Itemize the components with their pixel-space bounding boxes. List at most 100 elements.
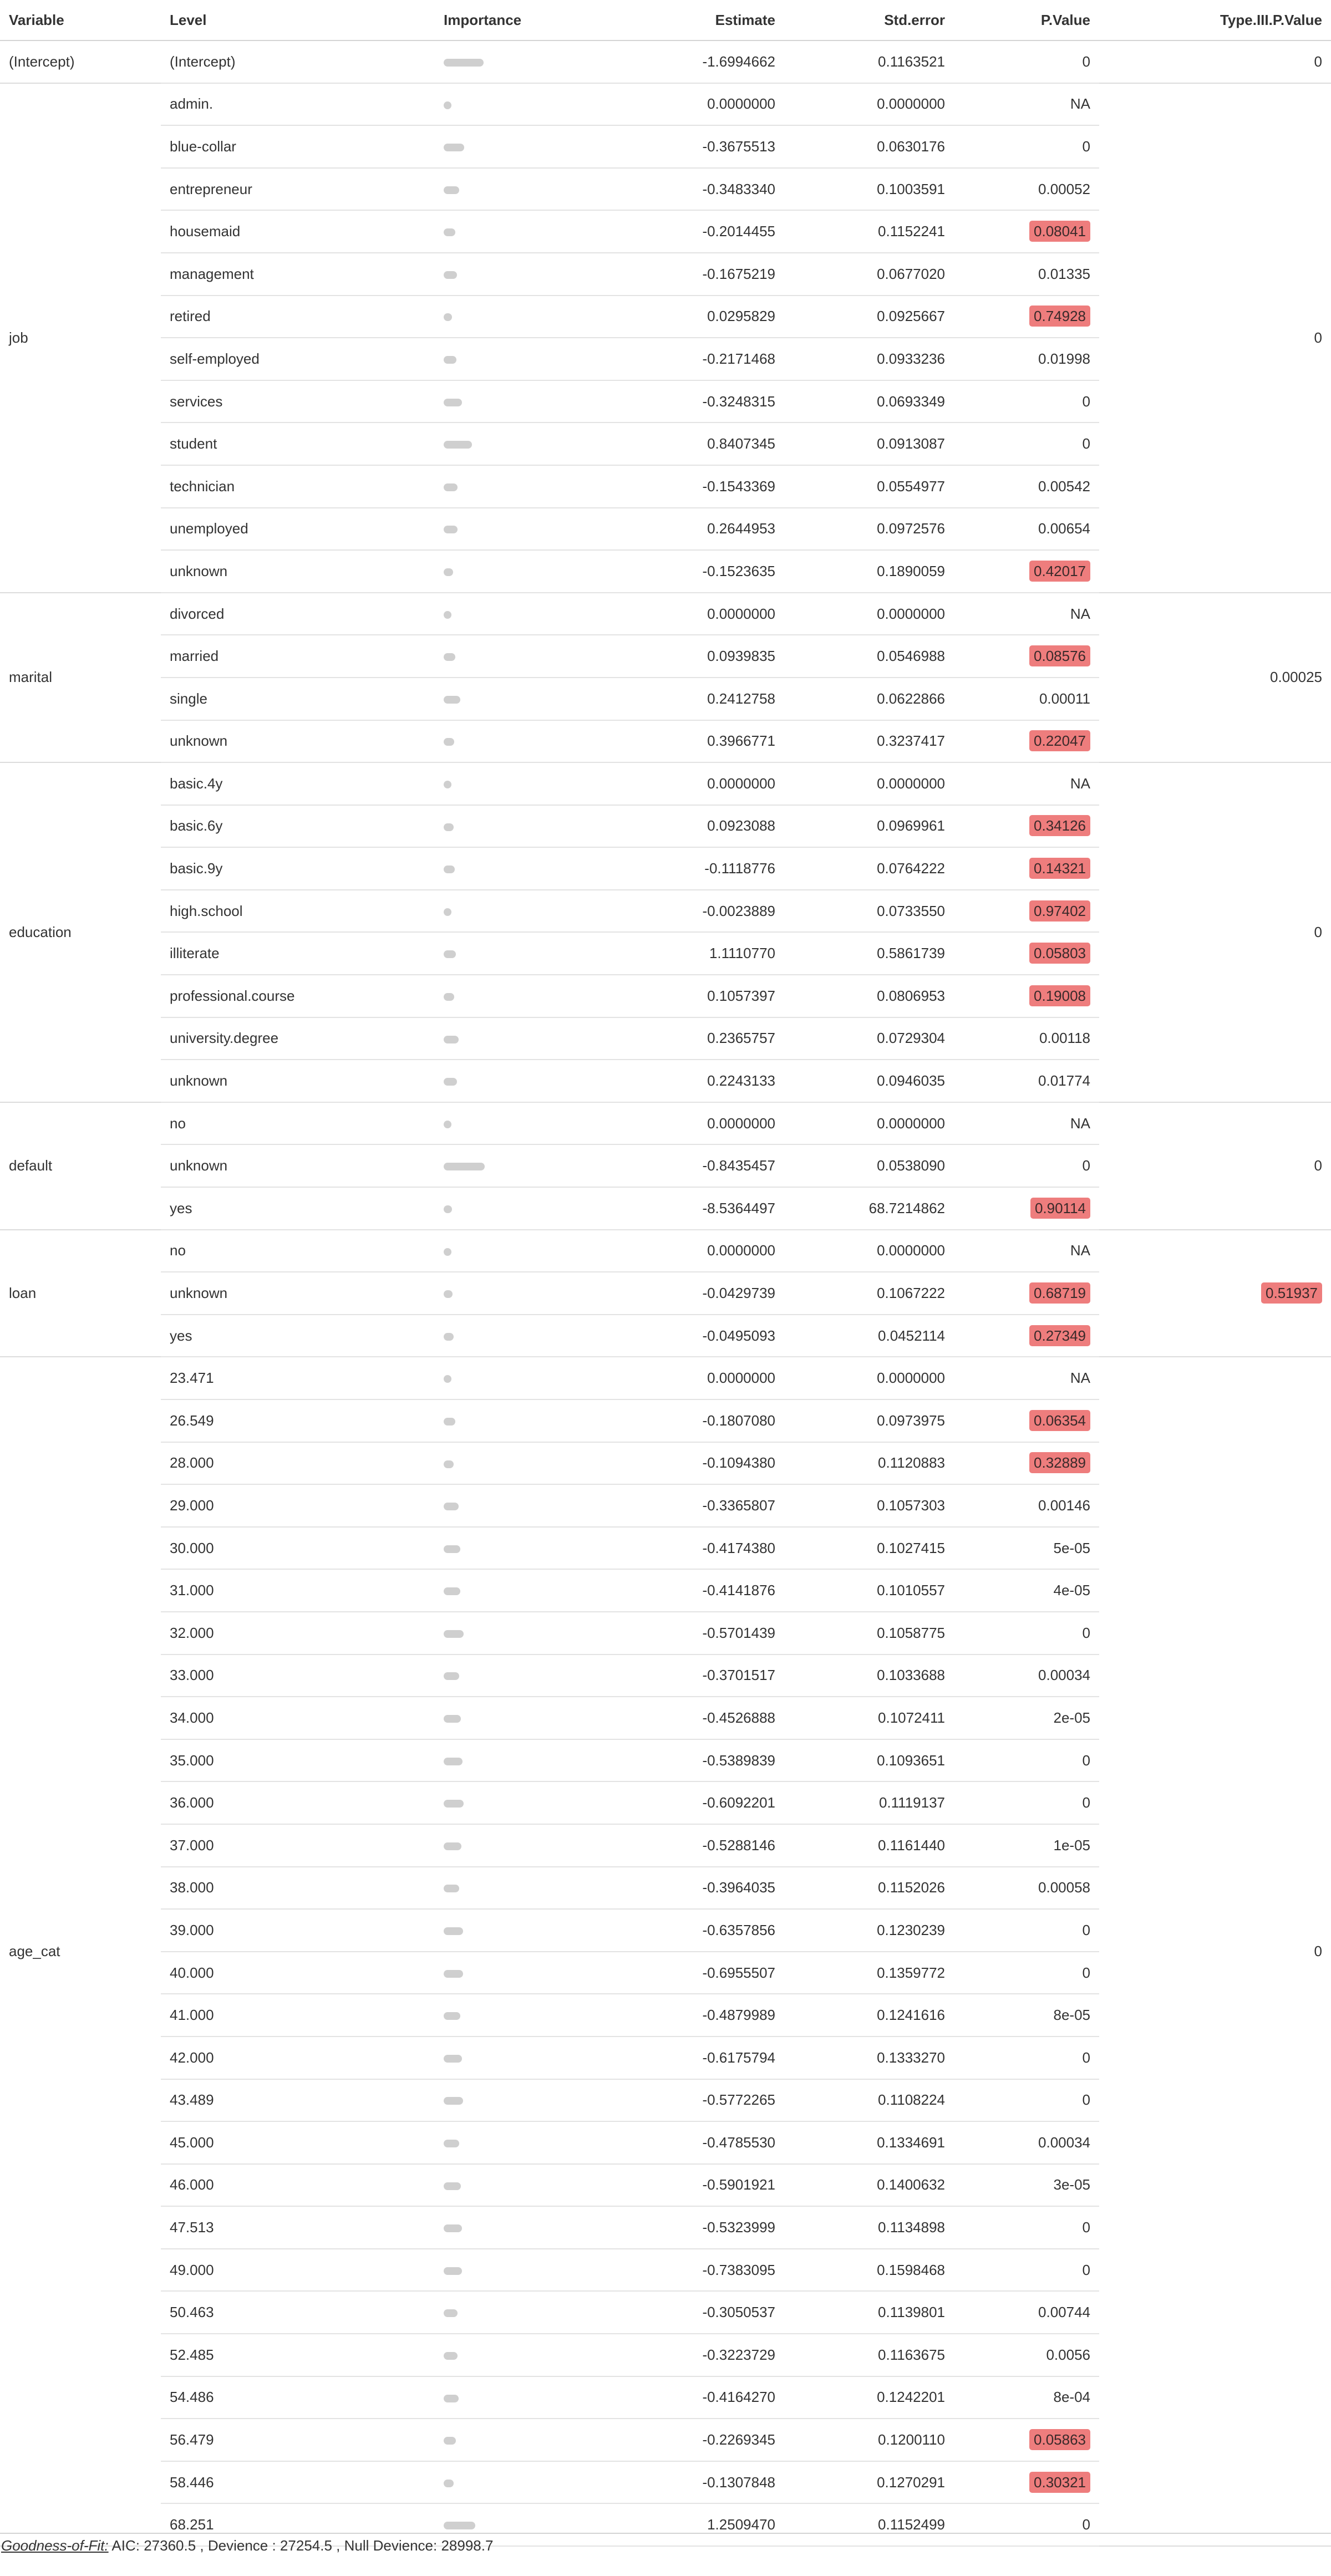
estimate-cell: -0.5701439: [618, 1611, 784, 1655]
level-cell: 52.485: [161, 2334, 435, 2377]
p-value-cell: 0: [954, 380, 1099, 424]
estimate-cell: -0.4174380: [618, 1526, 784, 1570]
estimate-cell: -0.2269345: [618, 2419, 784, 2462]
std-error-cell: 0.1242201: [784, 2376, 954, 2420]
table-row: professional.course 0.1057397 0.0806953 0.1…: [0, 975, 1331, 1018]
level-cell: no: [161, 1102, 435, 1146]
importance-bar: [444, 2437, 456, 2445]
table-row: 35.000 -0.5389839 0.1093651 0: [0, 1739, 1331, 1783]
importance-bar: [444, 313, 453, 322]
goodness-of-fit-label: Goodness-of-Fit:: [1, 2537, 109, 2554]
p-value: 0.42017: [1029, 560, 1090, 582]
importance-cell: [435, 1484, 618, 1528]
p-value: 0: [1082, 2261, 1090, 2278]
importance-cell: [435, 1102, 618, 1146]
importance-cell: [435, 1781, 618, 1825]
std-error-cell: 0.1359772: [784, 1951, 954, 1995]
p-value-cell: NA: [954, 1229, 1099, 1273]
p-value-cell: 0: [954, 1144, 1099, 1188]
p-value: 0: [1082, 2091, 1090, 2109]
p-value: 5e-05: [1053, 1539, 1091, 1556]
type3-p-value: 0: [1314, 1157, 1322, 1174]
column-header-importance[interactable]: Importance: [435, 0, 618, 41]
table-row: married 0.0939835 0.0546988 0.08576: [0, 635, 1331, 678]
p-value-cell: 0.22047: [954, 720, 1099, 763]
p-value: 0: [1082, 138, 1090, 155]
importance-bar: [444, 1120, 451, 1128]
std-error-cell: 0.0969961: [784, 805, 954, 848]
type3-p-value-cell: 0: [1099, 83, 1331, 593]
std-error-cell: 0.1400632: [784, 2163, 954, 2207]
type3-p-value: 0: [1314, 53, 1322, 70]
std-error-cell: 0.1598468: [784, 2248, 954, 2292]
level-cell: illiterate: [161, 932, 435, 976]
importance-cell: [435, 592, 618, 636]
p-value: 0.00034: [1038, 2134, 1090, 2151]
std-error-cell: 0.0622866: [784, 677, 954, 721]
std-error-cell: 0.0729304: [784, 1017, 954, 1061]
level-cell: admin.: [161, 83, 435, 126]
p-value-cell: 0.06354: [954, 1399, 1099, 1443]
p-value-cell: 0.01998: [954, 338, 1099, 381]
std-error-cell: 0.1010557: [784, 1569, 954, 1612]
estimate-cell: 0.2243133: [618, 1060, 784, 1103]
table-row: 68.251 1.2509470 0.1152499 0: [0, 2503, 1331, 2547]
p-value: 0.68719: [1029, 1282, 1090, 1304]
std-error-cell: 0.1161440: [784, 1824, 954, 1867]
estimate-cell: -0.6955507: [618, 1951, 784, 1995]
column-header-p-value[interactable]: P.Value: [954, 0, 1099, 41]
p-value: 0.00654: [1038, 520, 1090, 537]
column-header-type3-p-value[interactable]: Type.III.P.Value: [1099, 0, 1331, 41]
table-row: unknown -0.0429739 0.1067222 0.68719: [0, 1272, 1331, 1315]
std-error-cell: 0.0630176: [784, 125, 954, 169]
table-row: housemaid -0.2014455 0.1152241 0.08041: [0, 210, 1331, 253]
importance-cell: [435, 1526, 618, 1570]
p-value-cell: 0.00011: [954, 677, 1099, 721]
level-cell: 33.000: [161, 1654, 435, 1698]
table-row: blue-collar -0.3675513 0.0630176 0: [0, 125, 1331, 169]
table-row: 26.549 -0.1807080 0.0973975 0.06354: [0, 1399, 1331, 1443]
importance-bar: [444, 186, 459, 194]
column-header-variable[interactable]: Variable: [0, 0, 161, 41]
p-value-cell: 0.00058: [954, 1866, 1099, 1910]
estimate-cell: 0.1057397: [618, 975, 784, 1018]
level-cell: student: [161, 422, 435, 466]
importance-cell: [435, 83, 618, 126]
estimate-cell: 0.2412758: [618, 677, 784, 721]
estimate-cell: 0.0000000: [618, 1229, 784, 1273]
p-value: 0.90114: [1030, 1197, 1090, 1219]
importance-cell: [435, 2036, 618, 2080]
table-row: yes -8.5364497 68.7214862 0.90114: [0, 1187, 1331, 1230]
level-cell: blue-collar: [161, 125, 435, 169]
importance-bar: [444, 823, 454, 831]
column-header-level[interactable]: Level: [161, 0, 435, 41]
table-row: loan no 0.0000000 0.0000000 NA 0.51937: [0, 1229, 1331, 1358]
importance-bar: [444, 356, 457, 364]
p-value-cell: 0.0056: [954, 2334, 1099, 2377]
table-row: basic.9y -0.1118776 0.0764222 0.14321: [0, 847, 1331, 890]
p-value: 4e-05: [1053, 1582, 1091, 1599]
importance-cell: [435, 1272, 618, 1315]
column-header-std-error[interactable]: Std.error: [784, 0, 954, 41]
std-error-cell: 0.1241616: [784, 1994, 954, 2037]
importance-cell: [435, 167, 618, 211]
p-value: 0: [1082, 1752, 1090, 1769]
table-row: job admin. 0.0000000 0.0000000 NA 0: [0, 83, 1331, 593]
estimate-cell: -0.3964035: [618, 1866, 784, 1910]
table-row: marital divorced 0.0000000 0.0000000 NA 0.000…: [0, 592, 1331, 763]
variable-cell: loan: [0, 1229, 161, 1358]
column-header-estimate[interactable]: Estimate: [618, 0, 784, 41]
p-value: 0.00146: [1038, 1496, 1090, 1514]
estimate-cell: 0.0000000: [618, 83, 784, 126]
p-value: 0.00542: [1038, 477, 1090, 495]
importance-bar: [444, 950, 456, 959]
p-value: 0.00118: [1039, 1030, 1090, 1047]
p-value-cell: 0.74928: [954, 295, 1099, 339]
p-value: 0.01774: [1038, 1072, 1090, 1090]
std-error-cell: 0.1152026: [784, 1866, 954, 1910]
p-value-cell: NA: [954, 83, 1099, 126]
importance-bar: [444, 1375, 451, 1383]
importance-bar: [444, 228, 455, 237]
estimate-cell: -8.5364497: [618, 1187, 784, 1230]
importance-cell: [435, 975, 618, 1018]
